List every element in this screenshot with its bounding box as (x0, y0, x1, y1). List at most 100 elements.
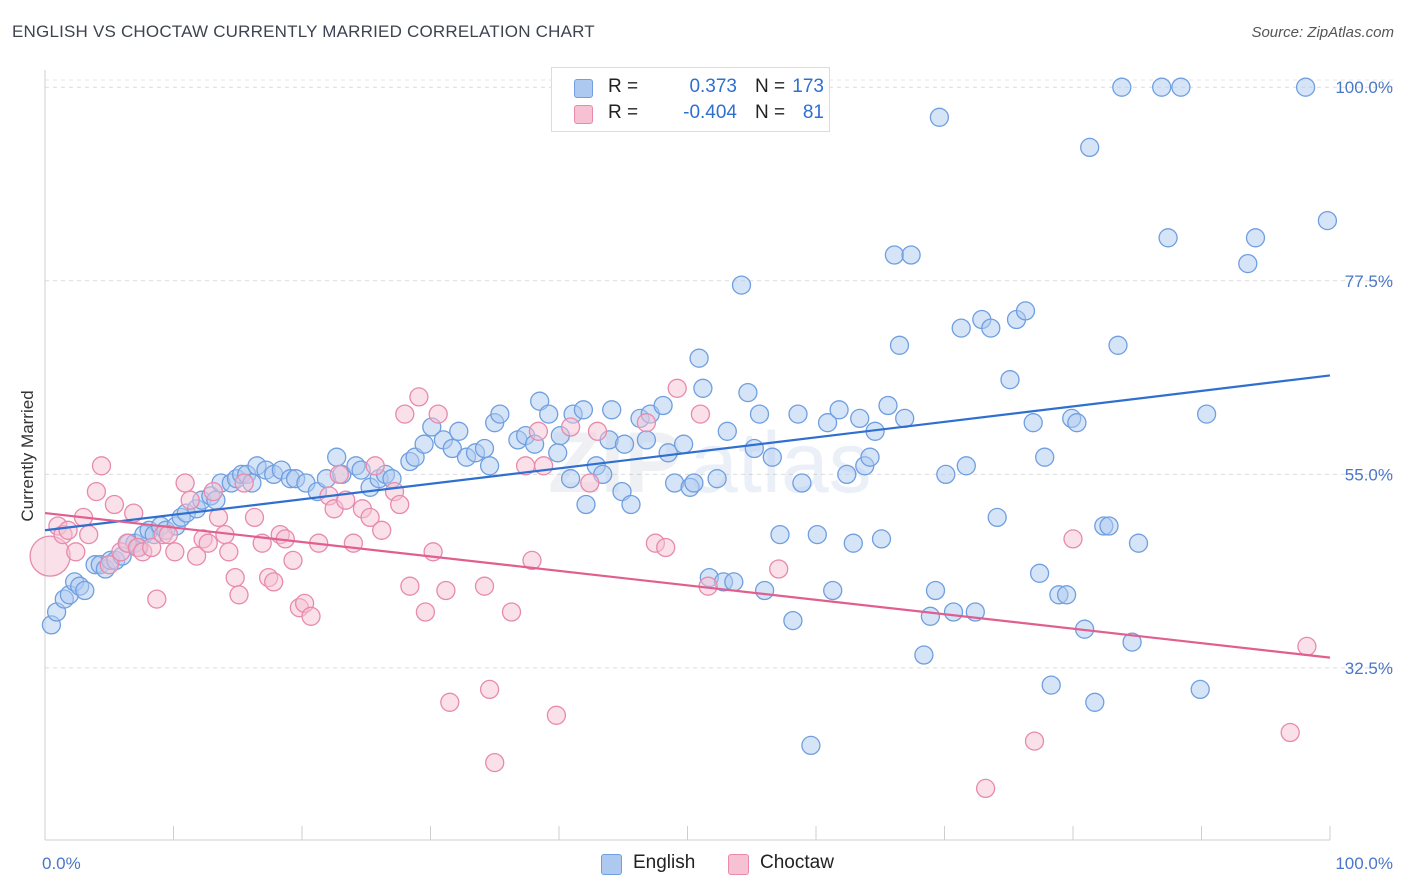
english-point (749, 404, 770, 424)
axis-labels: 32.5% 55.0% 77.5% 100.0% 0.0% 100.0% Currently… (18, 78, 1393, 873)
english-point (1000, 370, 1020, 390)
english-point (1035, 447, 1055, 467)
english-point (1238, 253, 1258, 274)
choctaw-point (587, 421, 608, 441)
choctaw-point (180, 490, 200, 510)
choctaw-point (436, 580, 456, 601)
choctaw-point (560, 417, 581, 437)
english-point (738, 382, 758, 403)
english-point (895, 408, 915, 429)
y-tick-label-0: 32.5% (1345, 659, 1393, 678)
english-point (602, 400, 622, 420)
english-point (1122, 632, 1142, 652)
choctaw-point (546, 705, 567, 725)
choctaw-point (400, 576, 420, 596)
english-point (843, 533, 863, 553)
choctaw-point (667, 378, 687, 398)
choctaw-point (165, 542, 185, 562)
choctaw-point (58, 520, 78, 540)
english-point (1171, 77, 1191, 97)
english-point (414, 434, 434, 454)
choctaw-point (79, 524, 99, 545)
choctaw-point (522, 550, 542, 571)
choctaw-point (158, 524, 179, 545)
english-point (1085, 692, 1105, 712)
trend-lines (44, 374, 1331, 659)
english-point (792, 473, 812, 493)
choctaw-point (91, 456, 112, 476)
legend-r-value-choctaw: -0.404 (683, 102, 737, 123)
english-point (75, 580, 95, 601)
english-point (1067, 413, 1087, 433)
choctaw-point (365, 456, 385, 476)
choctaw-point (1280, 722, 1300, 743)
bottom-legend-swatch-choctaw (728, 854, 749, 875)
english-point (474, 438, 495, 459)
english-point (889, 335, 910, 355)
choctaw-point (528, 421, 549, 441)
choctaw-point (1297, 636, 1317, 657)
english-point (689, 348, 709, 368)
watermark-atlas: atlas (690, 415, 872, 511)
source-label: Source: ZipAtlas.com (1251, 24, 1394, 41)
choctaw-point (229, 585, 249, 605)
choctaw-point (264, 572, 284, 592)
legend-r-label: R = (608, 102, 639, 123)
choctaw-point (975, 778, 996, 799)
english-point (884, 245, 905, 265)
y-axis-label: Currently Married (18, 390, 37, 521)
english-point (860, 447, 880, 467)
choctaw-point (147, 589, 167, 609)
choctaw-point (336, 490, 356, 510)
choctaw-point (474, 576, 495, 596)
chart-title: ENGLISH VS CHOCTAW CURRENTLY MARRIED COR… (12, 22, 595, 41)
english-point (707, 469, 727, 489)
english-point (981, 318, 1001, 338)
choctaw-point (234, 473, 254, 493)
choctaw-point (329, 464, 349, 485)
choctaw-point (428, 404, 448, 424)
english-point (1128, 533, 1149, 553)
english-trend-line (44, 374, 1331, 532)
series-choctaw-points (29, 378, 1317, 799)
english-point (943, 602, 964, 622)
english-point (1015, 301, 1036, 321)
english-point (1056, 585, 1077, 605)
english-point (823, 580, 843, 601)
english-point (327, 447, 347, 467)
english-point (1152, 77, 1172, 97)
english-point (1295, 77, 1316, 97)
english-point (850, 408, 870, 429)
english-point (1080, 137, 1100, 158)
english-point (490, 404, 510, 424)
english-point (673, 434, 694, 454)
english-point (636, 430, 657, 450)
choctaw-point (142, 537, 162, 558)
choctaw-point (219, 542, 239, 562)
english-point (817, 413, 838, 433)
english-point (925, 580, 946, 601)
english-point (1245, 228, 1266, 248)
english-point (1196, 404, 1217, 424)
choctaw-point (198, 533, 218, 553)
choctaw-point (395, 404, 415, 424)
english-point (829, 400, 849, 420)
legend-r-label: R = (608, 76, 639, 97)
choctaw-point (533, 456, 554, 476)
english-point (951, 318, 971, 338)
english-point (762, 447, 782, 467)
english-point (744, 438, 764, 459)
legend-n-label: N = (755, 102, 786, 123)
english-point (693, 378, 713, 398)
english-point (1158, 228, 1178, 248)
x-tick-label-end: 100.0% (1335, 854, 1393, 873)
choctaw-point (244, 507, 265, 528)
english-point (653, 395, 673, 416)
choctaw-point (415, 602, 436, 622)
choctaw-point (390, 494, 410, 515)
choctaw-point (66, 542, 86, 562)
english-point (1023, 413, 1043, 433)
choctaw-point (440, 692, 460, 712)
english-point (1041, 675, 1061, 695)
choctaw-point (99, 555, 119, 575)
